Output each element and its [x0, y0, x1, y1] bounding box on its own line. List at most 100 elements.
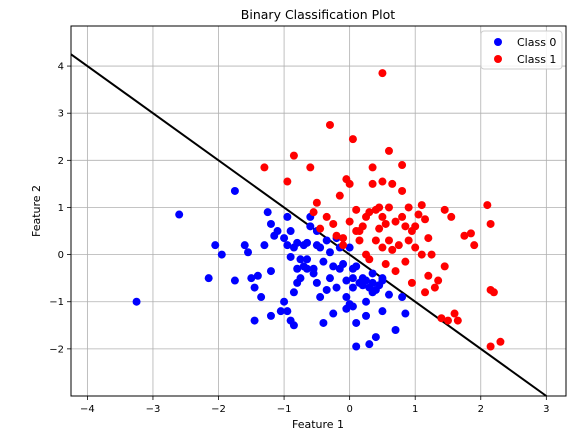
legend-label-class-0: Class 0 — [517, 36, 556, 49]
point-class-1 — [417, 201, 426, 210]
x-tick-label: −1 — [277, 404, 292, 415]
point-class-1 — [339, 241, 348, 250]
point-class-0 — [280, 297, 289, 306]
point-class-1 — [365, 208, 374, 217]
point-class-0 — [332, 283, 341, 292]
point-class-1 — [427, 250, 436, 259]
point-class-1 — [371, 236, 380, 245]
point-class-1 — [401, 222, 410, 231]
point-class-0 — [289, 321, 298, 330]
point-class-1 — [440, 205, 449, 214]
point-class-1 — [483, 201, 492, 210]
point-class-1 — [440, 262, 449, 271]
point-class-0 — [348, 283, 357, 292]
point-class-0 — [371, 333, 380, 342]
plot-frame — [70, 25, 567, 397]
point-class-1 — [486, 219, 495, 228]
point-class-0 — [296, 255, 305, 264]
point-class-0 — [368, 269, 377, 278]
point-class-1 — [450, 309, 459, 318]
point-class-1 — [309, 208, 318, 217]
point-class-1 — [322, 212, 331, 221]
legend-label-class-1: Class 1 — [517, 53, 556, 66]
point-class-0 — [253, 271, 262, 280]
point-class-1 — [401, 257, 410, 266]
point-class-1 — [375, 203, 384, 212]
point-class-1 — [381, 260, 390, 269]
point-class-0 — [322, 236, 331, 245]
point-class-0 — [362, 311, 371, 320]
point-class-1 — [486, 342, 495, 351]
point-class-0 — [247, 274, 256, 283]
point-class-1 — [316, 224, 325, 233]
point-class-1 — [368, 163, 377, 172]
point-class-1 — [375, 224, 384, 233]
legend: Class 0 Class 1 — [480, 30, 563, 70]
legend-marker-class-0 — [494, 38, 502, 46]
point-class-0 — [309, 264, 318, 273]
point-class-0 — [348, 274, 357, 283]
point-class-1 — [411, 243, 420, 252]
point-class-1 — [289, 151, 298, 160]
point-class-0 — [283, 241, 292, 250]
point-class-1 — [345, 179, 354, 188]
point-class-0 — [276, 307, 285, 316]
point-class-0 — [286, 227, 295, 236]
point-class-0 — [266, 311, 275, 320]
point-class-1 — [352, 205, 361, 214]
point-class-1 — [414, 210, 423, 219]
point-class-0 — [211, 241, 220, 250]
point-class-1 — [470, 241, 479, 250]
y-tick-label: −2 — [49, 344, 64, 355]
point-class-0 — [339, 260, 348, 269]
point-class-1 — [384, 146, 393, 155]
point-class-0 — [384, 290, 393, 299]
point-class-0 — [362, 276, 371, 285]
point-class-1 — [345, 217, 354, 226]
x-tick-label: −2 — [211, 404, 226, 415]
point-class-0 — [391, 326, 400, 335]
point-class-0 — [280, 234, 289, 243]
point-class-1 — [391, 267, 400, 276]
y-tick-label: 3 — [58, 109, 64, 120]
point-class-1 — [368, 179, 377, 188]
y-axis-title: Feature 2 — [30, 185, 43, 237]
point-class-0 — [365, 340, 374, 349]
point-class-0 — [368, 278, 377, 287]
point-class-0 — [345, 243, 354, 252]
point-class-0 — [325, 248, 334, 257]
point-class-1 — [355, 236, 364, 245]
point-class-1 — [430, 283, 439, 292]
y-axis-ticks: −2 −1 0 1 2 3 4 — [49, 62, 71, 355]
point-class-0 — [266, 267, 275, 276]
point-class-1 — [404, 236, 413, 245]
y-tick-label: 1 — [58, 203, 64, 214]
x-axis-title: Feature 1 — [292, 418, 344, 431]
point-class-0 — [325, 274, 334, 283]
point-class-1 — [421, 215, 430, 224]
point-class-1 — [355, 227, 364, 236]
point-class-0 — [283, 307, 292, 316]
point-class-0 — [244, 248, 253, 257]
point-class-1 — [496, 337, 505, 346]
point-class-1 — [348, 135, 357, 144]
point-class-1 — [378, 243, 387, 252]
point-class-1 — [407, 278, 416, 287]
x-tick-label: 0 — [346, 404, 352, 415]
point-class-1 — [437, 314, 446, 323]
point-class-0 — [263, 208, 272, 217]
point-class-1 — [489, 288, 498, 297]
point-class-0 — [398, 293, 407, 302]
point-class-0 — [319, 318, 328, 327]
point-class-0 — [306, 222, 315, 231]
point-class-1 — [391, 217, 400, 226]
point-class-1 — [388, 245, 397, 254]
point-class-1 — [388, 179, 397, 188]
point-class-0 — [293, 238, 302, 247]
point-class-0 — [217, 250, 226, 259]
point-class-0 — [316, 243, 325, 252]
y-tick-label: 4 — [58, 62, 64, 73]
point-class-1 — [453, 316, 462, 325]
point-class-1 — [447, 212, 456, 221]
